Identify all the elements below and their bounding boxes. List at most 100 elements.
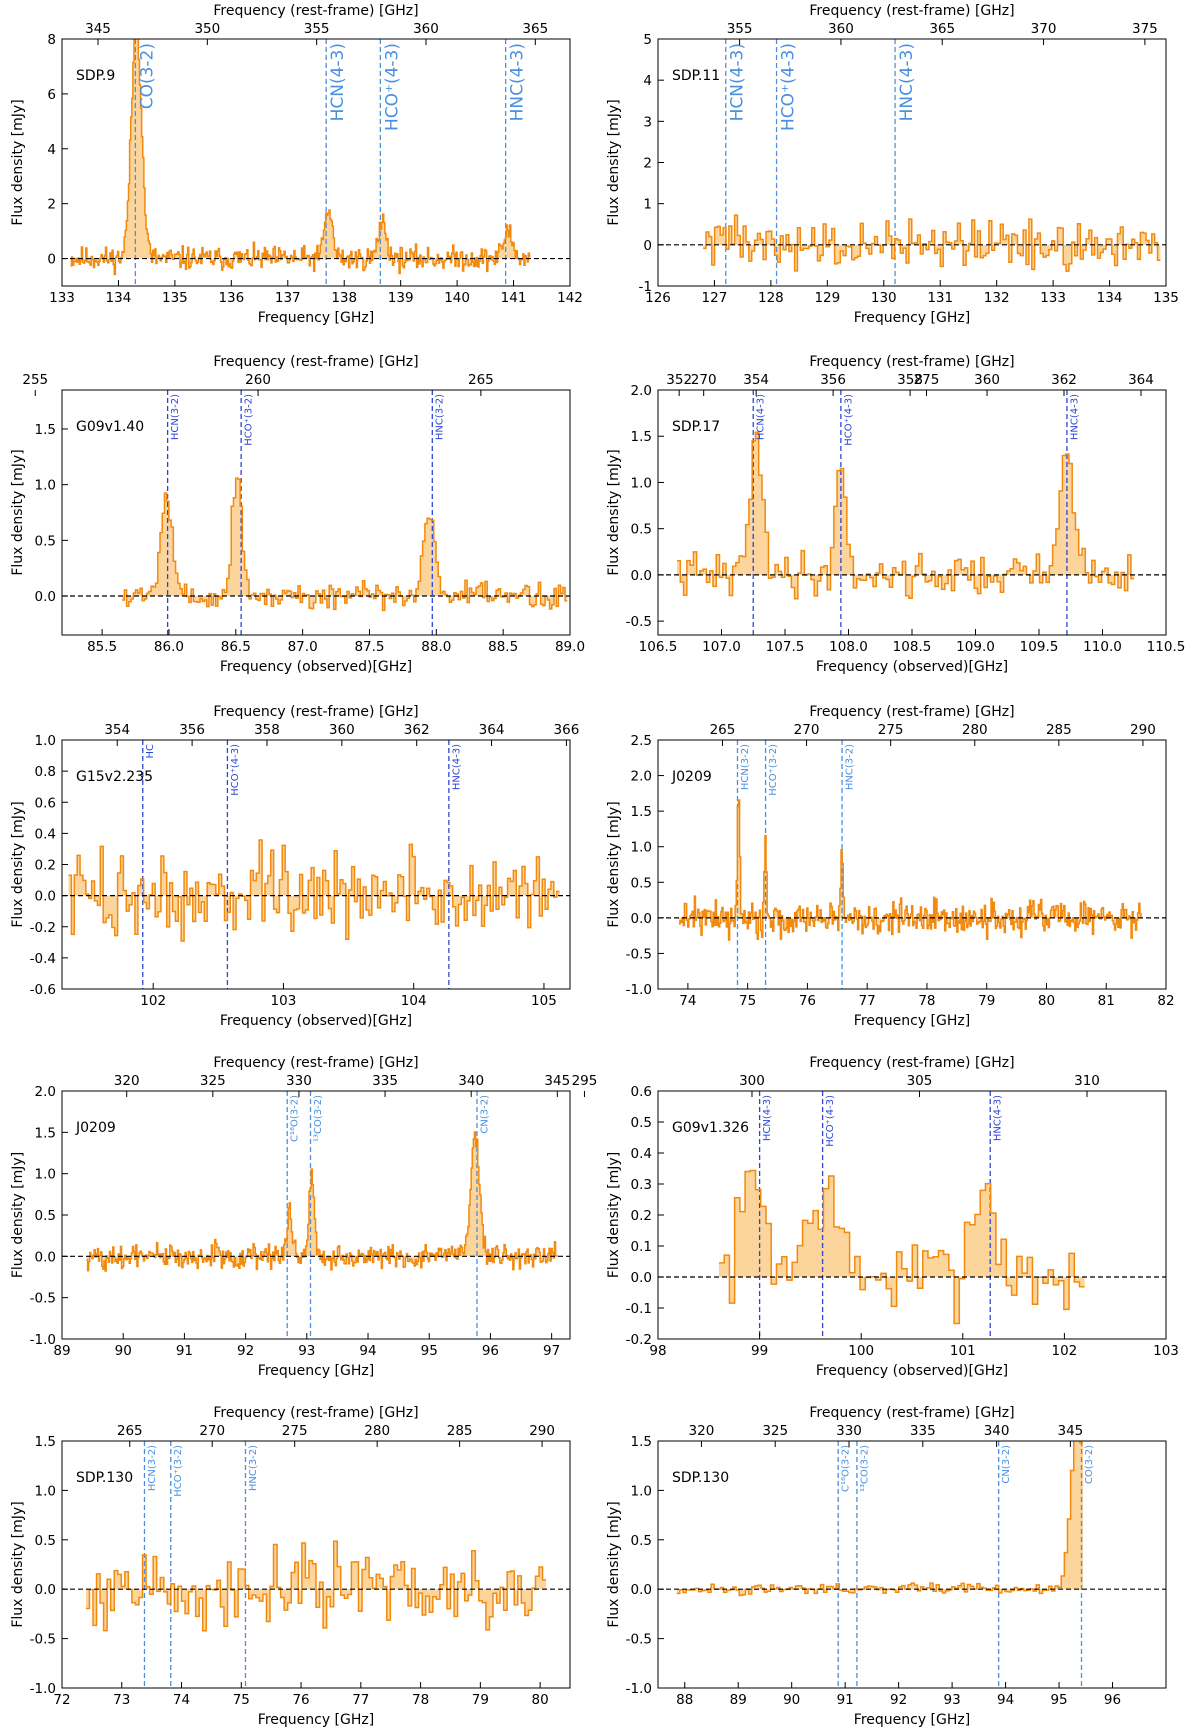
line-label-3: CO(3-2) xyxy=(1084,1445,1095,1484)
spectrum-fill xyxy=(122,478,568,611)
top-tick-label-6: 364 xyxy=(1128,372,1154,388)
y-axis-label: Flux density [mJy] xyxy=(10,801,26,927)
top-axis-label: Frequency (rest-frame) [GHz] xyxy=(213,1405,418,1421)
line-label-0: HCN(4-3) xyxy=(762,1095,773,1141)
y-tick-label-8: 1.0 xyxy=(35,733,56,749)
source-name: SDP.9 xyxy=(76,68,115,84)
top-tick-label-0: 354 xyxy=(104,722,130,738)
y-tick-label-3: 1.0 xyxy=(631,475,652,491)
x-tick-label-8: 82 xyxy=(1157,993,1174,1009)
line-label-1: HCO⁺(4-3) xyxy=(825,1095,836,1147)
plot-data xyxy=(658,39,1166,286)
line-label-1: HCO⁺(4-3) xyxy=(843,394,854,446)
top-tick-label-3: 360 xyxy=(413,21,439,37)
y-tick-label-4: 0.2 xyxy=(631,1208,652,1224)
top-tick-label-0: 345 xyxy=(85,21,111,37)
x-tick-label-3: 129 xyxy=(814,290,840,306)
x-tick-label-1: 134 xyxy=(106,290,132,306)
spectrum-line xyxy=(85,1540,547,1632)
x-tick-label-3: 77 xyxy=(859,993,876,1009)
plot-data xyxy=(62,740,570,989)
y-tick-label-2: 1.0 xyxy=(35,478,56,494)
x-tick-label-3: 92 xyxy=(237,1343,254,1359)
line-label-1: HCO⁺(3-2) xyxy=(244,394,255,446)
y-tick-label-2: 0.0 xyxy=(631,911,652,927)
plot-data xyxy=(658,390,1166,635)
line-label-0: HCN(4-3) xyxy=(728,43,748,121)
top-tick-label-0: 320 xyxy=(114,1073,140,1089)
line-label-2: HNC(4-3) xyxy=(897,43,917,121)
y-tick-label-5: 1.5 xyxy=(35,1125,56,1141)
source-name: G09v1.326 xyxy=(672,1120,749,1136)
y-tick-label-6: 0.4 xyxy=(631,1146,652,1162)
line-label-0: HC xyxy=(145,744,156,759)
x-tick-label-0: 106.5 xyxy=(639,639,678,655)
y-tick-label-4: 8 xyxy=(47,32,56,48)
y-tick-label-1: 0 xyxy=(643,238,652,254)
x-tick-label-4: 130 xyxy=(871,290,897,306)
spectrum-panel-8: HCN(3-2) HCO⁺(3-2) HNC(3-2) 72 73 74 75 76 77 78 7… xyxy=(10,1405,571,1728)
y-axis-label: Flux density [mJy] xyxy=(606,801,622,927)
x-tick-label-7: 79 xyxy=(472,1692,489,1708)
plot-data xyxy=(658,740,1166,989)
x-tick-label-8: 141 xyxy=(501,290,527,306)
x-tick-label-4: 108.5 xyxy=(893,639,932,655)
top-tick-label-4: 340 xyxy=(458,1073,484,1089)
line-label-3: HNC(4-3) xyxy=(508,43,528,121)
x-tick-label-1: 75 xyxy=(739,993,756,1009)
y-tick-label-1: -0.5 xyxy=(626,946,652,962)
y-tick-label-1: 0.0 xyxy=(631,568,652,584)
x-axis-label: Frequency [GHz] xyxy=(854,1712,970,1728)
y-tick-label-3: 0.5 xyxy=(35,1208,56,1224)
top-tick-label-1: 356 xyxy=(179,722,205,738)
y-tick-label-2: -0.2 xyxy=(30,920,56,936)
y-tick-label-1: -0.5 xyxy=(30,1291,56,1307)
x-axis-label: Frequency (observed)[GHz] xyxy=(816,659,1008,675)
source-name: SDP.17 xyxy=(672,419,720,435)
x-tick-label-0: 85.5 xyxy=(87,639,117,655)
top-tick-label-1: 300 xyxy=(739,1073,765,1089)
line-label-1: HCO⁺(3-2) xyxy=(173,1445,184,1497)
top-tick-label-4: 362 xyxy=(404,722,430,738)
y-tick-label-2: 0.0 xyxy=(631,1270,652,1286)
line-label-1: HCO⁺(4-3) xyxy=(779,43,799,131)
line-label-1: ¹³CO(3-2) xyxy=(313,1095,324,1142)
plot-frame xyxy=(657,739,1167,990)
top-axis-label: Frequency (rest-frame) [GHz] xyxy=(213,354,418,370)
spectrum-line xyxy=(718,1169,1085,1325)
x-tick-label-2: 90 xyxy=(783,1692,800,1708)
top-tick-label-5: 362 xyxy=(1051,372,1077,388)
top-tick-label-3: 370 xyxy=(1031,21,1057,37)
x-tick-label-8: 97 xyxy=(543,1343,560,1359)
line-label-2: HNC(3-2) xyxy=(248,1445,259,1491)
spectrum-line xyxy=(86,1131,558,1272)
line-label-1: ¹³CO(3-2) xyxy=(859,1445,870,1492)
spectrum-line xyxy=(703,214,1161,272)
spectrum-panel-5: HCN(3-2) HCO⁺(3-2) HNC(3-2) 74 75 76 77 78 79 80 8… xyxy=(606,704,1175,1029)
x-tick-label-2: 91 xyxy=(176,1343,193,1359)
y-tick-label-0: -1 xyxy=(639,279,652,295)
plot-data xyxy=(62,390,570,635)
x-tick-label-3: 136 xyxy=(218,290,244,306)
top-tick-label-1: 354 xyxy=(743,372,769,388)
x-tick-label-2: 100 xyxy=(848,1343,874,1359)
y-tick-label-5: 1.5 xyxy=(35,1434,56,1450)
top-tick-label-0: 352 xyxy=(666,372,692,388)
y-tick-label-7: 0.5 xyxy=(631,1115,652,1131)
top-tick-label-4: 340 xyxy=(984,1423,1010,1439)
y-axis-label: Flux density [mJy] xyxy=(10,1501,26,1627)
y-tick-label-0: -0.2 xyxy=(626,1332,652,1348)
x-axis-label: Frequency (observed)[GHz] xyxy=(220,659,412,675)
x-tick-label-5: 77 xyxy=(352,1692,369,1708)
top-axis-label: Frequency (rest-frame) [GHz] xyxy=(213,1055,418,1071)
top-axis-label: Frequency (rest-frame) [GHz] xyxy=(213,704,418,720)
x-axis-label: Frequency [GHz] xyxy=(258,1363,374,1379)
spectrum-panel-6: C¹⁸O(3-2) ¹³CO(3-2) CN(3-2) 89 90 91 92 93 94 95 9… xyxy=(10,1055,571,1379)
line-label-1: HCO⁺(3-2) xyxy=(768,744,779,796)
top-tick-label-0: 265 xyxy=(117,1423,143,1439)
y-axis-label: Flux density [mJy] xyxy=(606,1501,622,1627)
y-tick-label-0: -1.0 xyxy=(626,1681,652,1697)
x-axis-label: Frequency (observed)[GHz] xyxy=(220,1013,412,1029)
top-tick-label-2: 330 xyxy=(836,1423,862,1439)
spectrum-line xyxy=(122,477,568,612)
